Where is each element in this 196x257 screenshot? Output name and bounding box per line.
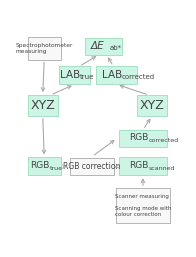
FancyBboxPatch shape	[96, 67, 137, 84]
Text: RGB: RGB	[129, 161, 148, 170]
FancyBboxPatch shape	[27, 95, 58, 116]
FancyBboxPatch shape	[59, 67, 90, 84]
Text: RGB: RGB	[129, 133, 148, 142]
FancyBboxPatch shape	[27, 158, 61, 175]
Text: corrected: corrected	[148, 138, 178, 143]
Text: ab*: ab*	[110, 45, 122, 51]
Text: corrected: corrected	[122, 74, 155, 80]
Text: scanned: scanned	[148, 166, 175, 171]
Text: XYZ: XYZ	[30, 99, 55, 112]
Text: ΔE: ΔE	[91, 41, 104, 51]
Text: XYZ: XYZ	[140, 99, 164, 112]
FancyBboxPatch shape	[119, 158, 167, 175]
FancyBboxPatch shape	[119, 130, 167, 146]
Text: RGB: RGB	[30, 161, 49, 170]
Text: true: true	[80, 74, 94, 80]
Text: LAB: LAB	[102, 70, 122, 80]
Text: Scanner measuring

Scanning mode with
colour correction: Scanner measuring Scanning mode with col…	[115, 194, 171, 217]
Text: true: true	[50, 166, 63, 171]
Text: LAB: LAB	[60, 70, 80, 80]
FancyBboxPatch shape	[70, 159, 114, 175]
FancyBboxPatch shape	[85, 38, 122, 54]
Text: RGB correction: RGB correction	[64, 162, 121, 171]
Text: Spectrophotometer
measuring: Spectrophotometer measuring	[15, 43, 73, 53]
FancyBboxPatch shape	[137, 95, 167, 116]
FancyBboxPatch shape	[116, 188, 170, 223]
FancyBboxPatch shape	[27, 37, 61, 60]
